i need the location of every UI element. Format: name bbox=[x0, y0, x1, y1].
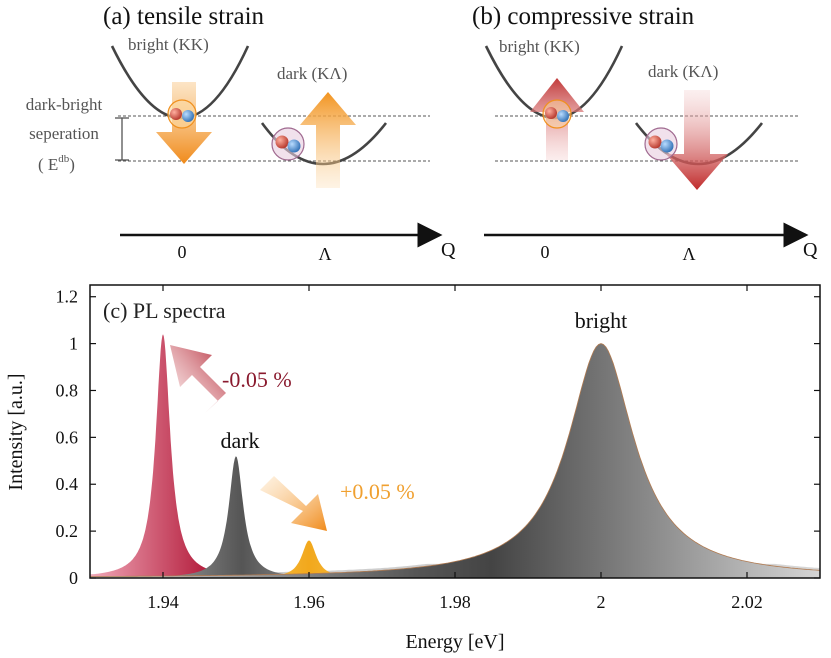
y-tick-label: 0.6 bbox=[56, 427, 79, 447]
y-tick-label: 0 bbox=[69, 568, 78, 588]
x-tick-label: 1.96 bbox=[293, 592, 325, 612]
panel-a-dark-label: dark (KΛ) bbox=[277, 64, 347, 83]
dark-annotation: dark bbox=[220, 428, 259, 453]
plot-frame bbox=[89, 284, 821, 579]
peak-layer bbox=[89, 334, 821, 579]
x-tick-label: 1.94 bbox=[147, 592, 179, 612]
peak-dark bbox=[90, 456, 394, 578]
separation-label-line1: dark-bright bbox=[26, 95, 103, 114]
panel-b-title: (b) compressive strain bbox=[472, 3, 695, 30]
tensile-dark-up-arrow bbox=[300, 92, 356, 188]
x-axis-label: Energy [eV] bbox=[405, 631, 504, 653]
separation-label-line2: seperation bbox=[29, 124, 99, 143]
panel-b: (b) compressive strain bright (KK) dark … bbox=[472, 3, 818, 264]
separation-label-line3: ( Edb) bbox=[38, 153, 75, 174]
bright-exciton-b bbox=[542, 99, 572, 129]
q-label-b: Q bbox=[803, 239, 818, 261]
panel-b-bright-label: bright (KK) bbox=[499, 37, 580, 56]
peak-tensile-dark bbox=[151, 540, 467, 578]
q-tick-lambda-a: Λ bbox=[318, 244, 331, 264]
panel-a-bright-label: bright (KK) bbox=[128, 35, 209, 54]
tensile-annotation: +0.05 % bbox=[340, 479, 415, 504]
peak-bright bbox=[89, 343, 821, 579]
tensile-shift-arrow bbox=[260, 476, 327, 531]
dark-exciton-a bbox=[271, 127, 305, 161]
x-tick-label: 1.98 bbox=[439, 592, 471, 612]
compressive-dark-down-arrow bbox=[666, 90, 728, 190]
y-tick-label: 1 bbox=[69, 334, 78, 354]
q-label-a: Q bbox=[441, 239, 456, 261]
y-ticks: 0 0.2 0.4 0.6 0.8 1 1.2 bbox=[56, 287, 820, 588]
compressive-shift-arrow bbox=[170, 345, 226, 413]
bright-annotation: bright bbox=[575, 308, 628, 333]
panel-a: (a) tensile strain bright (KK) dark (KΛ)… bbox=[26, 3, 456, 264]
q-tick-0-b: 0 bbox=[541, 242, 550, 262]
y-tick-label: 0.4 bbox=[56, 474, 79, 494]
bright-exciton-a bbox=[167, 99, 197, 129]
y-tick-label: 1.2 bbox=[56, 287, 79, 307]
panel-a-title: (a) tensile strain bbox=[103, 3, 265, 30]
chart-title: (c) PL spectra bbox=[103, 298, 226, 323]
x-tick-label: 2 bbox=[597, 592, 606, 612]
y-axis-label: Intensity [a.u.] bbox=[5, 373, 27, 490]
compressive-annotation: -0.05 % bbox=[222, 367, 292, 392]
y-tick-label: 0.2 bbox=[56, 521, 79, 541]
pl-spectra-chart: 0 0.2 0.4 0.6 0.8 1 1.2 1.94 1.96 1.98 2 2.02 (c) … bbox=[5, 284, 821, 653]
panel-b-dark-label: dark (KΛ) bbox=[648, 62, 718, 81]
q-tick-lambda-b: Λ bbox=[682, 244, 695, 264]
q-tick-0-a: 0 bbox=[178, 242, 187, 262]
dark-exciton-b bbox=[644, 127, 678, 161]
y-tick-label: 0.8 bbox=[56, 380, 79, 400]
x-ticks: 1.94 1.96 1.98 2 2.02 bbox=[147, 285, 763, 612]
x-tick-label: 2.02 bbox=[731, 592, 763, 612]
